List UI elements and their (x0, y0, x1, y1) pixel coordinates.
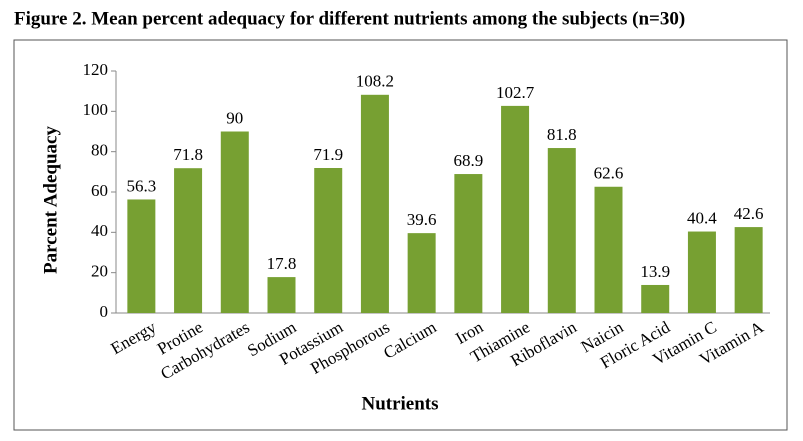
x-axis-label: Nutrients (361, 393, 438, 414)
bar (314, 168, 343, 313)
y-tick-label: 120 (83, 60, 109, 79)
data-label: 13.9 (640, 262, 670, 281)
data-label: 39.6 (407, 210, 437, 229)
data-label: 68.9 (453, 151, 483, 170)
x-tick-label: Calcium (380, 317, 439, 362)
chart-frame (13, 39, 788, 431)
y-tick-label: 80 (91, 141, 108, 160)
y-tick-label: 20 (91, 262, 108, 281)
data-label: 42.6 (734, 204, 764, 223)
bar (501, 105, 530, 313)
data-label: 90 (226, 108, 243, 127)
y-axis-label: Parcent Adequacy (40, 126, 61, 274)
data-label: 40.4 (687, 208, 717, 227)
y-tick-label: 0 (100, 302, 109, 321)
data-label: 62.6 (594, 164, 624, 183)
bar (267, 277, 296, 313)
data-label: 71.8 (173, 145, 203, 164)
data-label: 81.8 (547, 125, 577, 144)
bar (641, 284, 670, 313)
x-tick-label: Energy (108, 317, 160, 358)
bar (594, 186, 623, 313)
bar (407, 233, 436, 313)
y-tick-label: 100 (83, 100, 109, 119)
y-tick-label: 60 (91, 181, 108, 200)
bar (127, 199, 156, 313)
bar (547, 148, 576, 313)
data-label: 108.2 (356, 72, 394, 91)
bar (687, 231, 716, 313)
data-label: 71.9 (313, 145, 343, 164)
data-label: 102.7 (496, 83, 535, 102)
data-label: 56.3 (126, 176, 156, 195)
bar (734, 227, 763, 313)
bar (174, 168, 203, 313)
bar (360, 94, 389, 314)
y-tick-label: 40 (91, 221, 108, 240)
chart-title: Figure 2. Mean percent adequacy for diff… (14, 8, 685, 29)
bar (220, 131, 249, 313)
bar (454, 174, 483, 313)
data-label: 17.8 (267, 254, 297, 273)
